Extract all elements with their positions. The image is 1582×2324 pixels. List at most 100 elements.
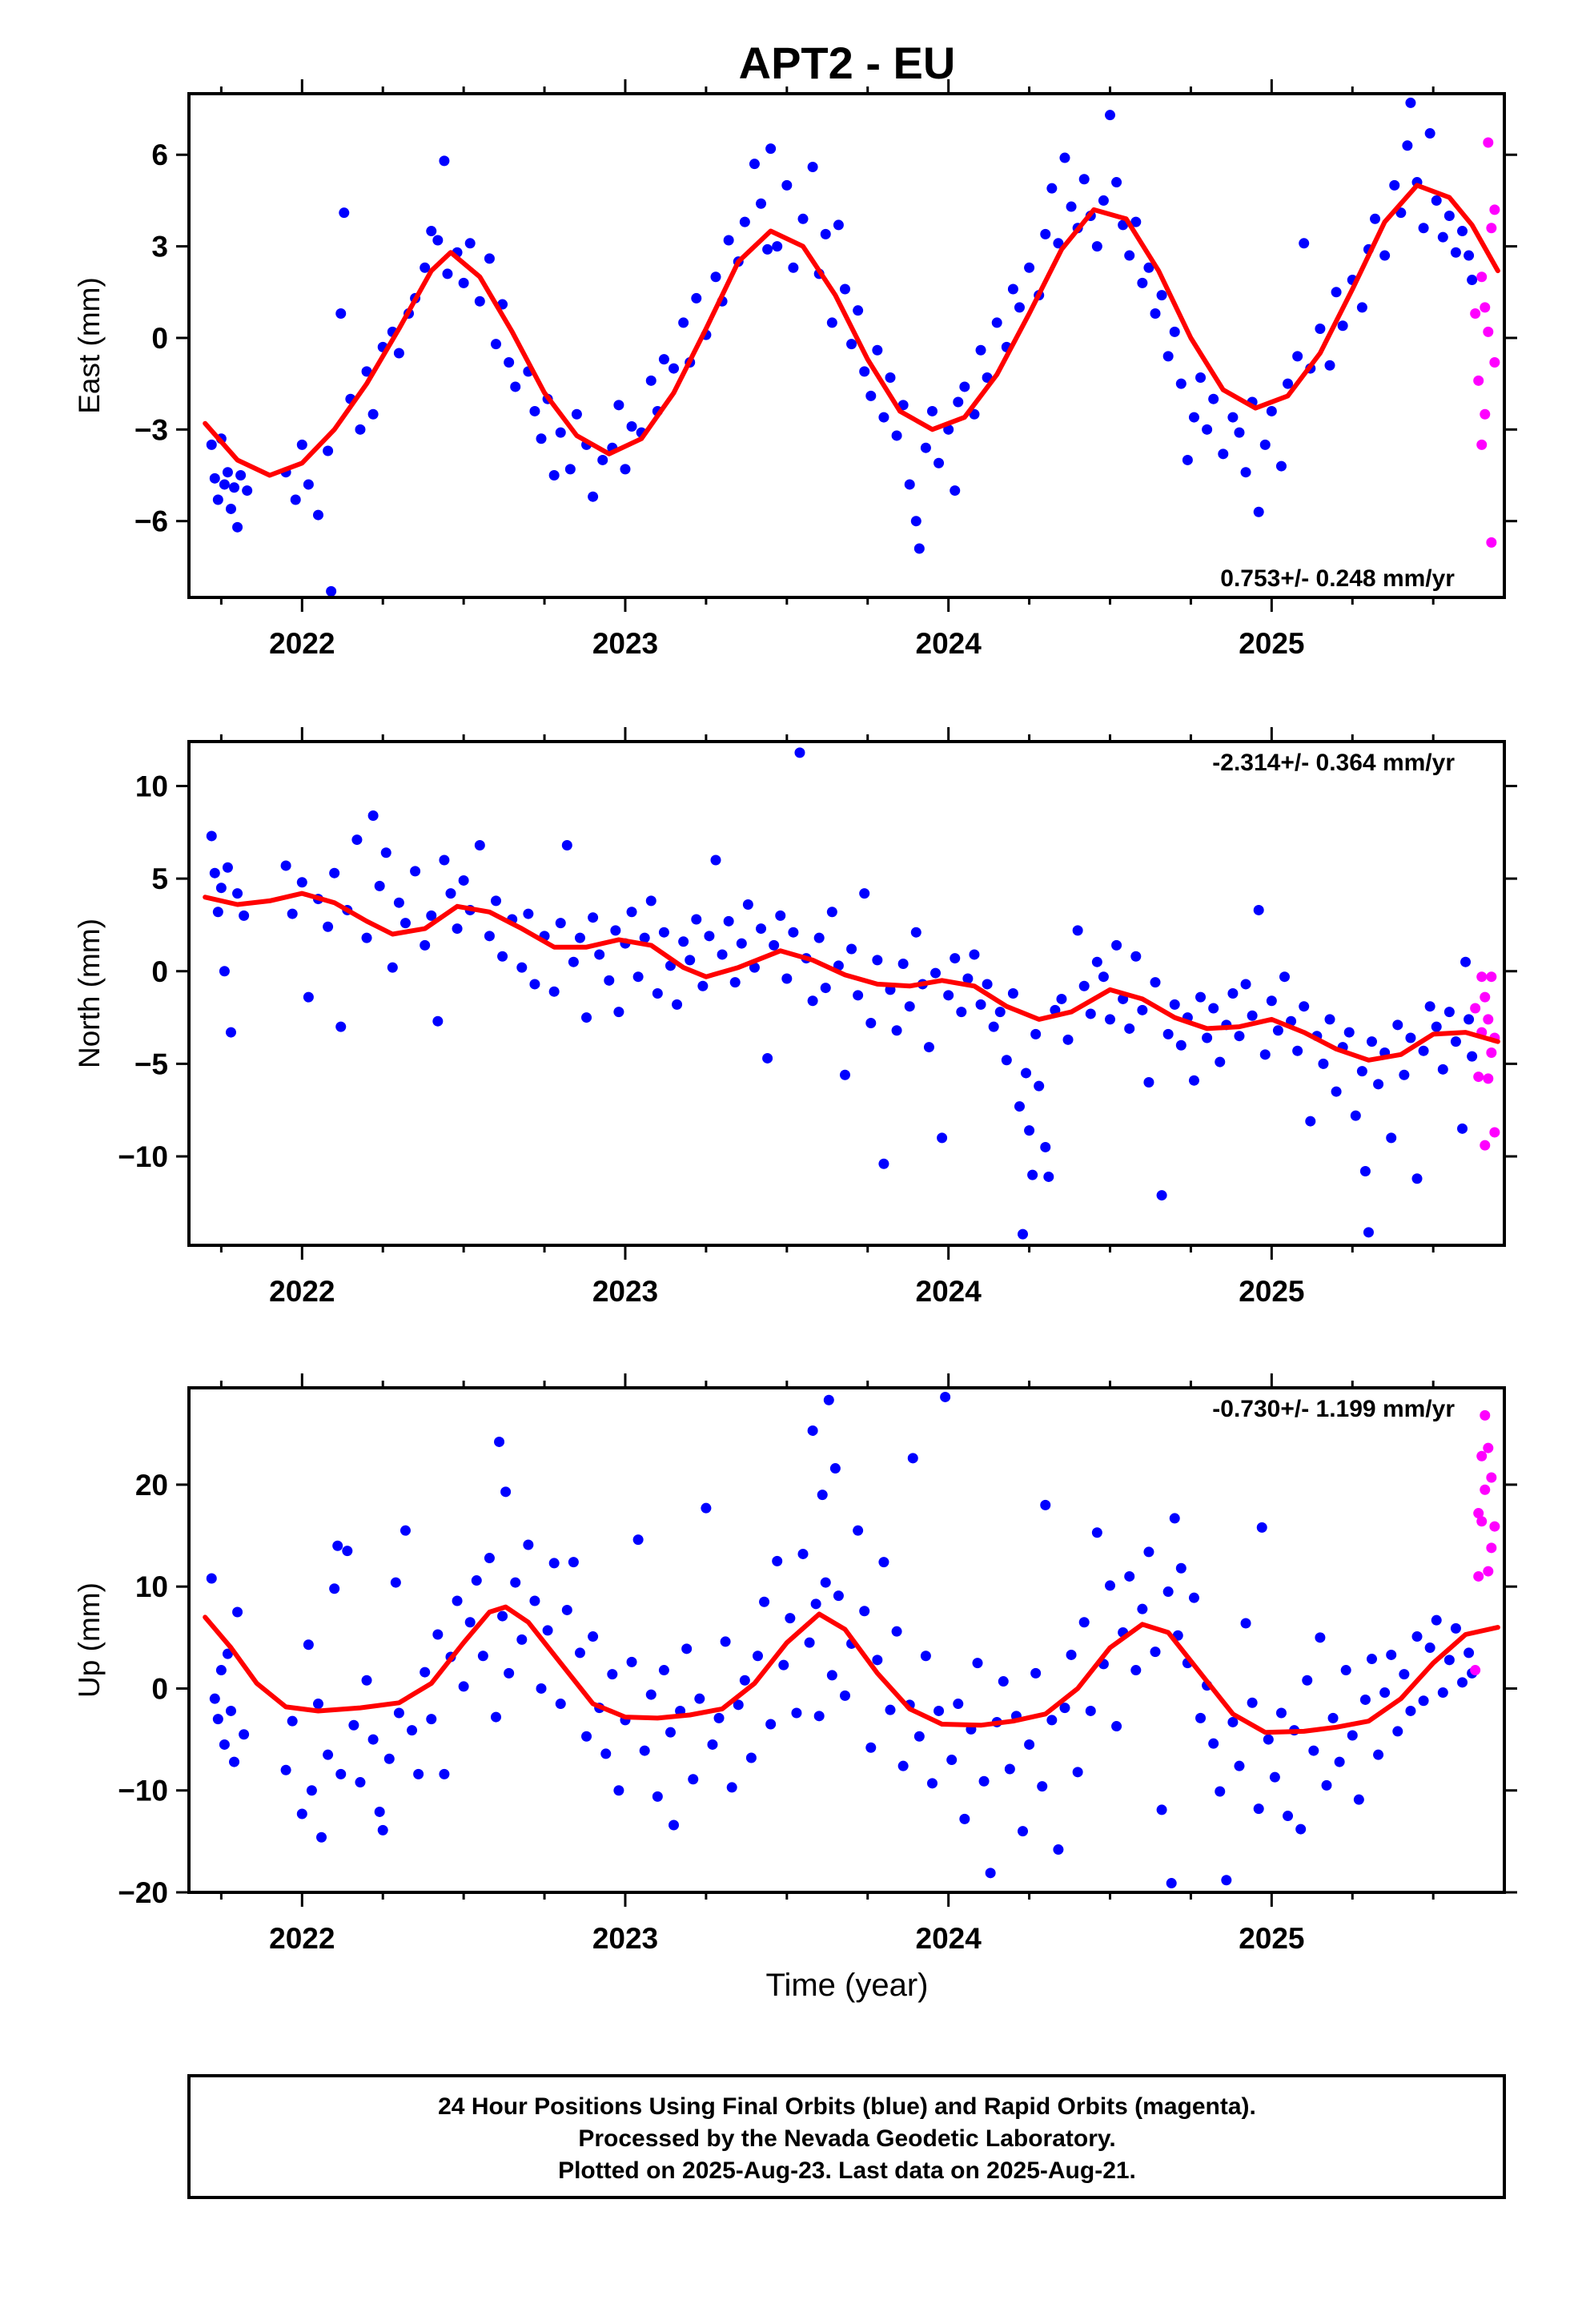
up-final-orbit-point (920, 1651, 931, 1662)
east-final-orbit-point (926, 405, 938, 416)
north-final-orbit-point (410, 866, 421, 877)
north-final-orbit-point (749, 962, 760, 973)
east-final-orbit-point (669, 363, 680, 374)
up-final-orbit-point (500, 1486, 512, 1498)
north-final-orbit-point (923, 1042, 934, 1053)
up-final-orbit-point (377, 1824, 388, 1835)
north-final-orbit-point (645, 895, 656, 907)
east-final-orbit-point (229, 482, 240, 493)
up-final-orbit-point (316, 1831, 327, 1843)
up-final-orbit-point (652, 1791, 663, 1802)
north-final-orbit-point (212, 907, 223, 918)
east-final-orbit-point (762, 243, 773, 255)
east-final-orbit-point (510, 381, 521, 392)
north-final-orbit-point (548, 986, 560, 997)
up-final-orbit-point (393, 1707, 404, 1719)
footer-line-1: 24 Hour Positions Using Final Orbits (bl… (438, 2093, 1256, 2120)
north-axis-label: North (mm) (73, 919, 106, 1068)
north-final-orbit-point (1418, 1045, 1429, 1056)
north-final-orbit-point (1305, 1116, 1316, 1127)
up-xtick-label: 2025 (1239, 1922, 1304, 1955)
up-final-orbit-point (1143, 1546, 1154, 1558)
up-final-orbit-point (1072, 1767, 1083, 1778)
footer-box: 24 Hour Positions Using Final Orbits (bl… (187, 2074, 1506, 2199)
east-final-orbit-point (1218, 448, 1229, 460)
up-rapid-orbit-point (1486, 1472, 1497, 1483)
up-final-orbit-point (510, 1577, 521, 1588)
east-final-orbit-point (1299, 238, 1310, 249)
up-final-orbit-point (367, 1734, 379, 1745)
east-final-orbit-point (1007, 283, 1018, 295)
up-final-orbit-point (329, 1583, 340, 1594)
north-final-orbit-point (1359, 1166, 1371, 1176)
north-final-orbit-point (820, 983, 831, 994)
up-final-orbit-point (452, 1595, 463, 1606)
up-final-orbit-point (206, 1573, 217, 1584)
up-final-orbit-point (701, 1502, 712, 1514)
up-final-orbit-point (897, 1760, 909, 1771)
up-final-orbit-point (1215, 1786, 1226, 1797)
up-final-orbit-point (287, 1715, 298, 1727)
up-ytick-label: 10 (135, 1570, 168, 1603)
east-final-orbit-point (620, 464, 631, 475)
east-final-orbit-point (1053, 238, 1064, 249)
east-final-orbit-point (1227, 412, 1239, 423)
north-final-orbit-point (930, 967, 942, 979)
north-rapid-orbit-point (1486, 971, 1497, 983)
north-final-orbit-point (1098, 971, 1109, 983)
up-final-orbit-point (1308, 1745, 1319, 1756)
east-final-orbit-point (991, 317, 1002, 328)
north-final-orbit-point (1202, 1032, 1213, 1043)
north-final-orbit-point (1366, 1036, 1377, 1047)
up-final-orbit-point (1208, 1738, 1219, 1749)
north-final-orbit-point (813, 932, 825, 943)
up-final-orbit-point (791, 1707, 802, 1719)
north-plot-frame (187, 740, 1506, 1247)
east-final-orbit-point (1464, 250, 1475, 261)
east-final-orbit-point (1275, 460, 1287, 472)
north-final-orbit-point (613, 1007, 624, 1018)
east-final-orbit-point (1443, 210, 1455, 221)
north-final-orbit-point (872, 955, 883, 966)
up-final-orbit-point (426, 1714, 437, 1725)
north-final-orbit-point (1464, 1014, 1475, 1025)
east-final-orbit-point (723, 235, 734, 246)
east-final-orbit-point (1424, 128, 1435, 139)
up-final-orbit-point (1347, 1730, 1358, 1741)
north-rapid-orbit-point (1489, 1127, 1500, 1138)
east-final-orbit-point (1283, 378, 1294, 389)
east-final-orbit-point (420, 262, 431, 273)
east-final-orbit-point (891, 430, 902, 441)
east-final-orbit-point (1253, 506, 1264, 517)
north-final-orbit-point (581, 1012, 592, 1023)
north-final-orbit-point (1324, 1014, 1335, 1025)
north-rapid-orbit-point (1480, 1140, 1491, 1151)
north-final-orbit-point (1188, 1075, 1199, 1086)
up-final-orbit-point (1321, 1779, 1332, 1791)
footer-line-3: Plotted on 2025-Aug-23. Last data on 202… (558, 2157, 1136, 2184)
up-final-orbit-point (1247, 1697, 1258, 1708)
up-final-orbit-point (1424, 1642, 1435, 1654)
east-final-orbit-point (1143, 262, 1154, 273)
north-final-orbit-point (729, 977, 741, 988)
north-final-orbit-point (374, 880, 385, 891)
up-final-orbit-point (1302, 1675, 1313, 1686)
east-final-orbit-point (432, 235, 444, 246)
east-final-orbit-point (1240, 467, 1251, 478)
north-rapid-orbit-point (1483, 1014, 1494, 1025)
north-final-orbit-point (1392, 1019, 1403, 1031)
north-final-orbit-point (1399, 1069, 1410, 1080)
north-final-orbit-point (497, 951, 508, 962)
east-final-orbit-point (206, 439, 217, 450)
north-final-orbit-point (1350, 1110, 1361, 1121)
east-final-orbit-point (1331, 287, 1342, 298)
up-final-orbit-point (817, 1490, 828, 1501)
east-ytick-label: −6 (135, 505, 168, 538)
up-final-orbit-point (669, 1819, 680, 1831)
north-final-orbit-point (303, 991, 314, 1003)
up-final-orbit-point (296, 1808, 307, 1819)
north-final-orbit-point (891, 1025, 902, 1036)
north-final-orbit-point (756, 923, 767, 935)
north-final-orbit-point (1215, 1056, 1226, 1068)
up-final-orbit-point (865, 1742, 877, 1753)
